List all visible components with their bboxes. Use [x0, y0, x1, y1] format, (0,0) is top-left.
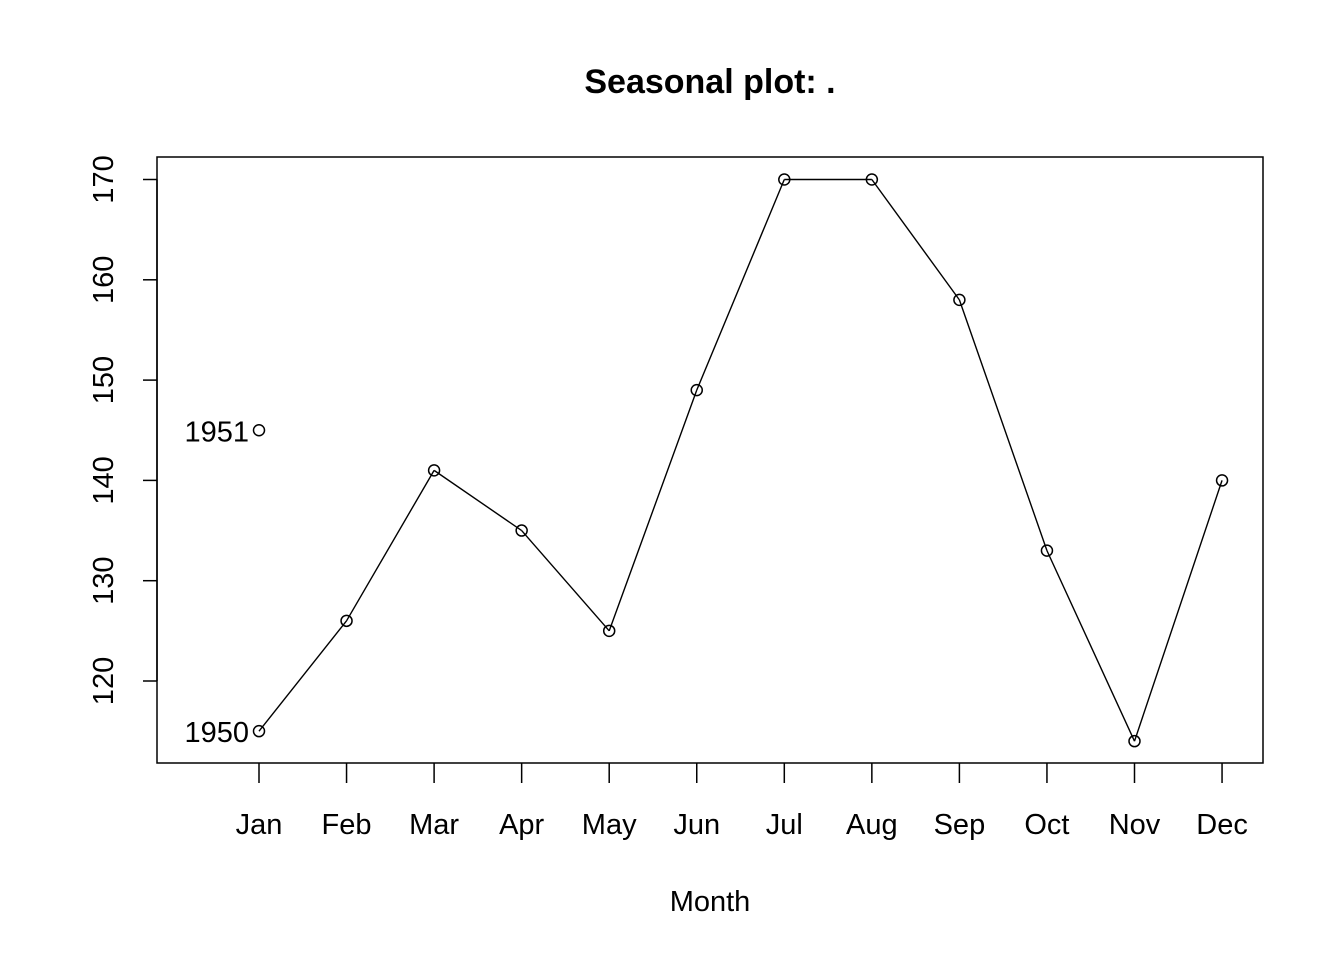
series-1950-point-sep	[953, 293, 966, 307]
x-tick-label-apr: Apr	[499, 809, 544, 841]
x-axis-label: Month	[670, 886, 751, 918]
series-1950-segment-1	[258, 620, 348, 732]
series-1950-point-dec	[1215, 474, 1229, 487]
x-tick-label-feb: Feb	[322, 809, 372, 841]
series-1950-segment-9	[958, 299, 1048, 551]
series-1950-point-aug	[865, 173, 879, 186]
y-axis: 120 130 140 150 160 170	[88, 155, 158, 705]
series-1950: 1950	[184, 173, 1229, 749]
series-1951: 1951	[184, 416, 266, 448]
series-1950-segment-3	[433, 469, 523, 532]
series-1950-point-jan	[252, 724, 266, 738]
series-1950-segment-6	[696, 179, 785, 391]
series-1950-point-mar	[427, 464, 441, 477]
series-1950-segment-10	[1046, 550, 1136, 742]
x-axis: Jan Feb Mar Apr May Jun Jul Aug Sep Oct Nov Dec	[236, 763, 1248, 841]
x-tick-label-mar: Mar	[409, 809, 459, 841]
series-1950-point-may	[602, 624, 616, 638]
x-tick-label-sep: Sep	[934, 809, 986, 841]
y-tick-label-170: 170	[88, 155, 120, 203]
y-tick-label-150: 150	[88, 356, 120, 404]
series-label-1951: 1951	[184, 416, 249, 448]
series-1950-point-nov	[1128, 734, 1141, 748]
y-tick-label-120: 120	[88, 657, 120, 705]
series-1950-segment-11	[1133, 480, 1223, 742]
series-1950-point-apr	[515, 524, 528, 537]
y-tick-label-160: 160	[88, 256, 120, 304]
y-tick-label-130: 130	[88, 557, 120, 605]
series-1950-point-jun	[690, 383, 703, 397]
series-1950-point-feb	[340, 614, 353, 628]
x-tick-label-nov: Nov	[1109, 809, 1161, 841]
x-tick-label-jan: Jan	[236, 809, 283, 841]
x-tick-label-jul: Jul	[766, 809, 803, 841]
series-1950-point-jul	[778, 173, 791, 186]
chart-title: Seasonal plot: .	[584, 63, 835, 101]
series-1950-segment-4	[521, 530, 610, 632]
x-tick-label-jun: Jun	[673, 809, 720, 841]
series-1950-point-oct	[1040, 544, 1054, 557]
series-1951-point-jan	[252, 424, 266, 437]
series-layer: 1950 1951	[184, 173, 1229, 749]
series-1950-segment-5	[608, 389, 698, 632]
x-tick-label-oct: Oct	[1024, 809, 1069, 841]
series-1950-segment-8	[871, 179, 960, 301]
x-tick-label-aug: Aug	[846, 809, 898, 841]
y-tick-label-140: 140	[88, 456, 120, 504]
x-tick-label-dec: Dec	[1196, 809, 1248, 841]
series-1950-segment-2	[345, 470, 435, 622]
series-label-1950: 1950	[184, 717, 249, 749]
x-tick-label-may: May	[582, 809, 637, 841]
